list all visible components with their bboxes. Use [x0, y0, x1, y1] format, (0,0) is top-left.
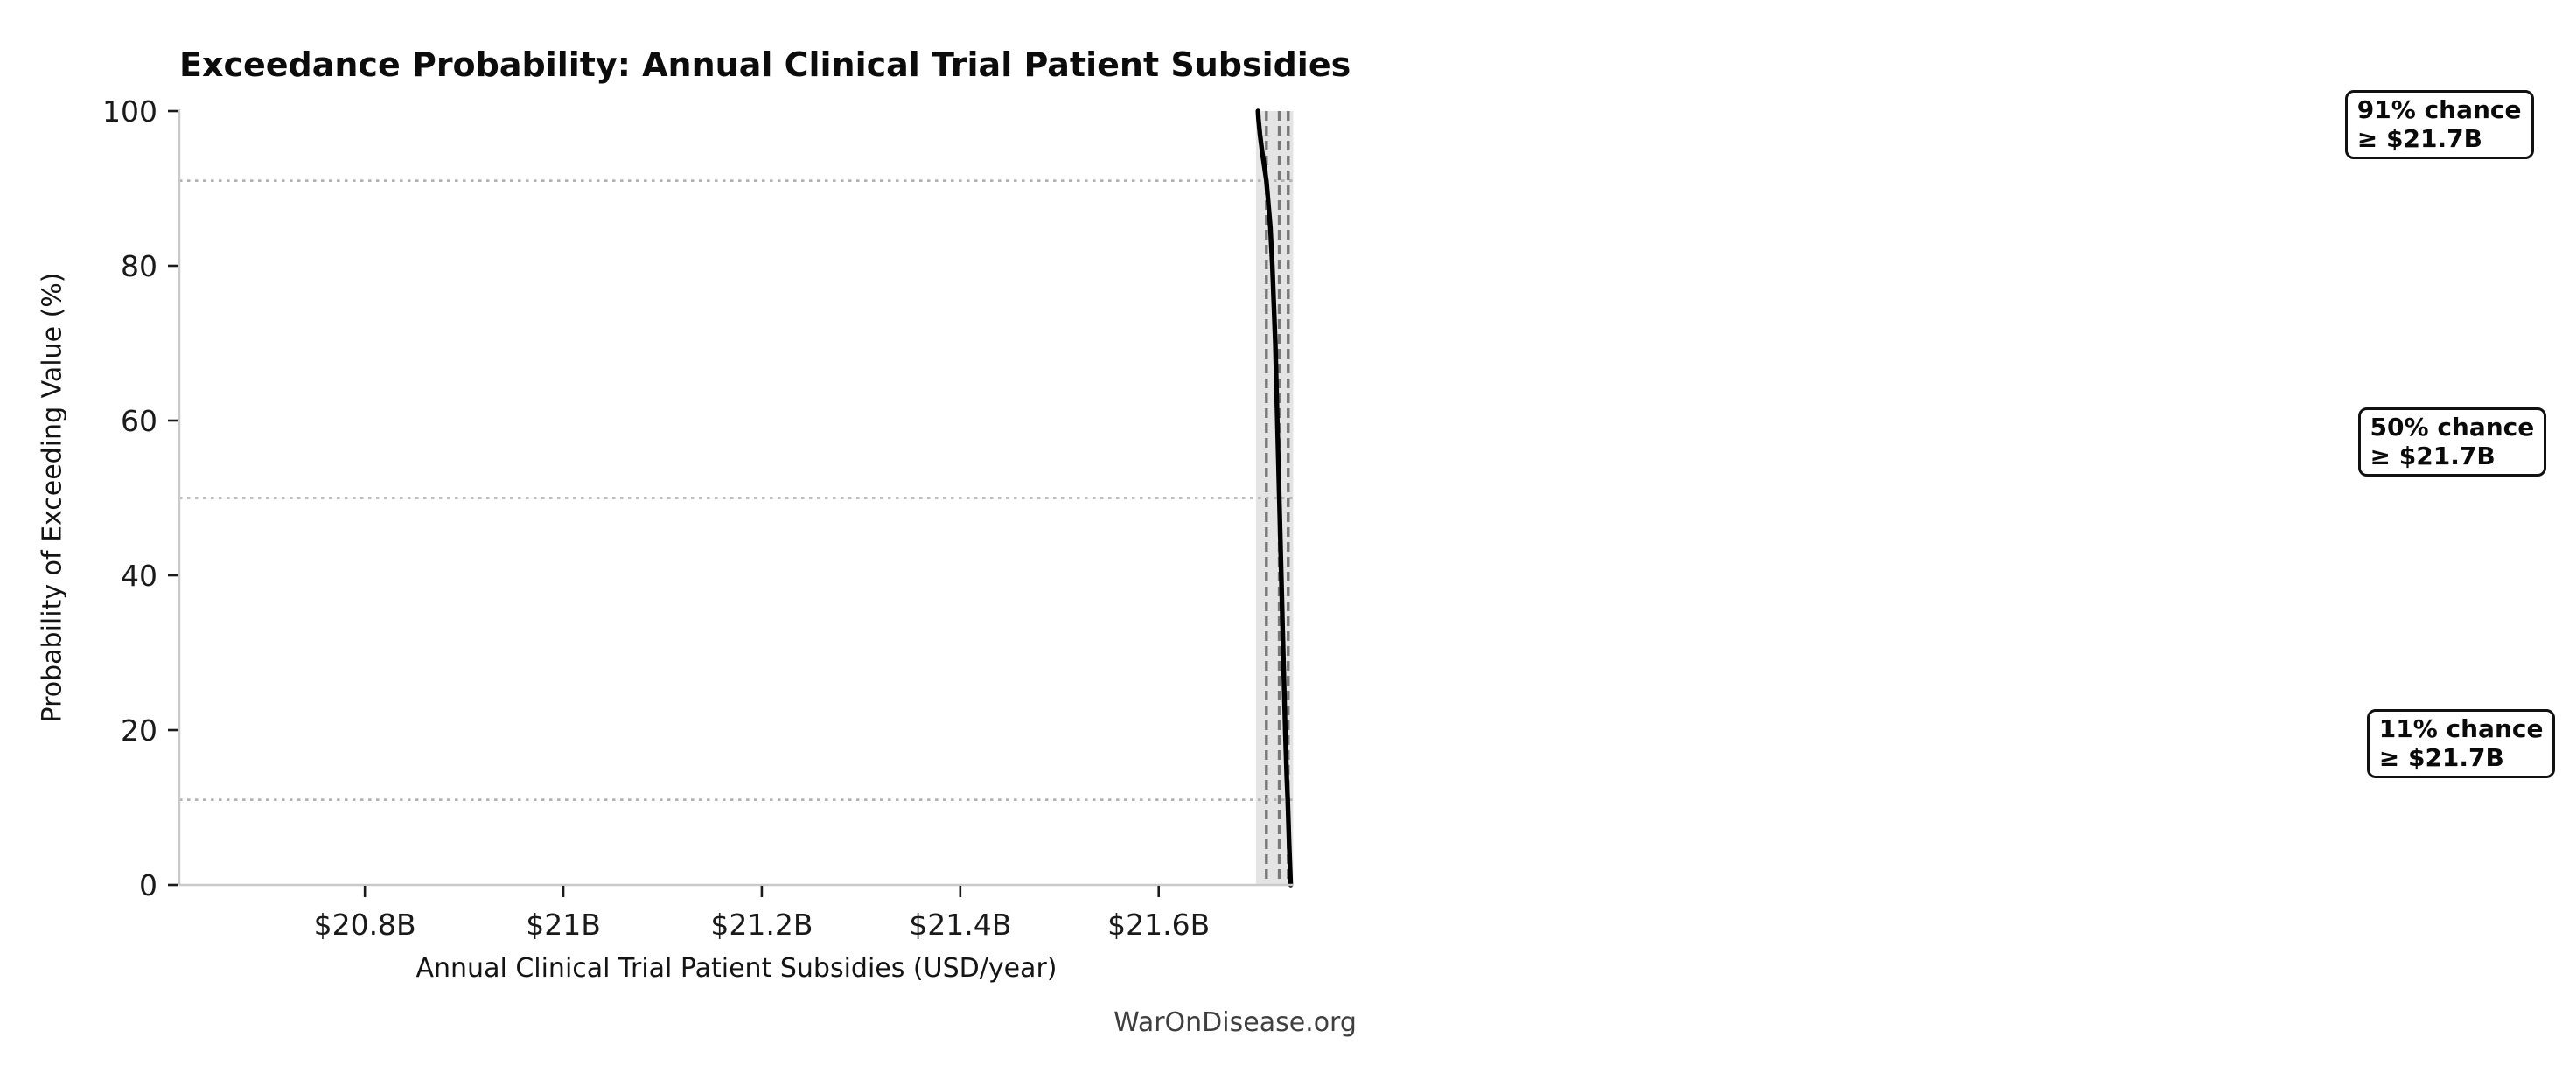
chart-title: Exceedance Probability: Annual Clinical … [179, 45, 1351, 84]
x-tick-label: $21.6B [1107, 908, 1210, 942]
y-tick-label: 20 [121, 714, 157, 748]
annotation-value-text: ≥ $21.7B [2356, 123, 2482, 153]
annotation-chance-text: 91% chance [2356, 94, 2522, 124]
x-tick-label: $21.4B [909, 908, 1011, 942]
x-axis-label: Annual Clinical Trial Patient Subsidies … [415, 953, 1058, 984]
y-tick-label: 100 [102, 94, 157, 129]
x-tick-label: $21.2B [710, 908, 813, 942]
y-tick-label: 0 [139, 868, 157, 902]
y-tick-label: 80 [121, 249, 157, 283]
y-tick-label: 40 [121, 559, 157, 593]
annotation-chance-text: 50% chance [2370, 412, 2535, 442]
annotation-value-text: ≥ $21.7B [2378, 742, 2504, 772]
exceedance-curve [1255, 108, 1294, 888]
annotation-value-text: ≥ $21.7B [2370, 441, 2496, 470]
y-tick-label: 60 [121, 404, 157, 438]
x-tick-label: $20.8B [314, 908, 416, 942]
annotation-box: 11% chance ≥ $21.7B [2366, 708, 2556, 778]
annotation-chance-text: 11% chance [2378, 714, 2544, 743]
annotation-box: 50% chance ≥ $21.7B [2357, 407, 2547, 477]
watermark-text: WarOnDisease.org [1113, 1007, 1357, 1038]
x-tick-label: $21B [526, 908, 601, 942]
annotation-box: 91% chance ≥ $21.7B [2344, 89, 2534, 159]
